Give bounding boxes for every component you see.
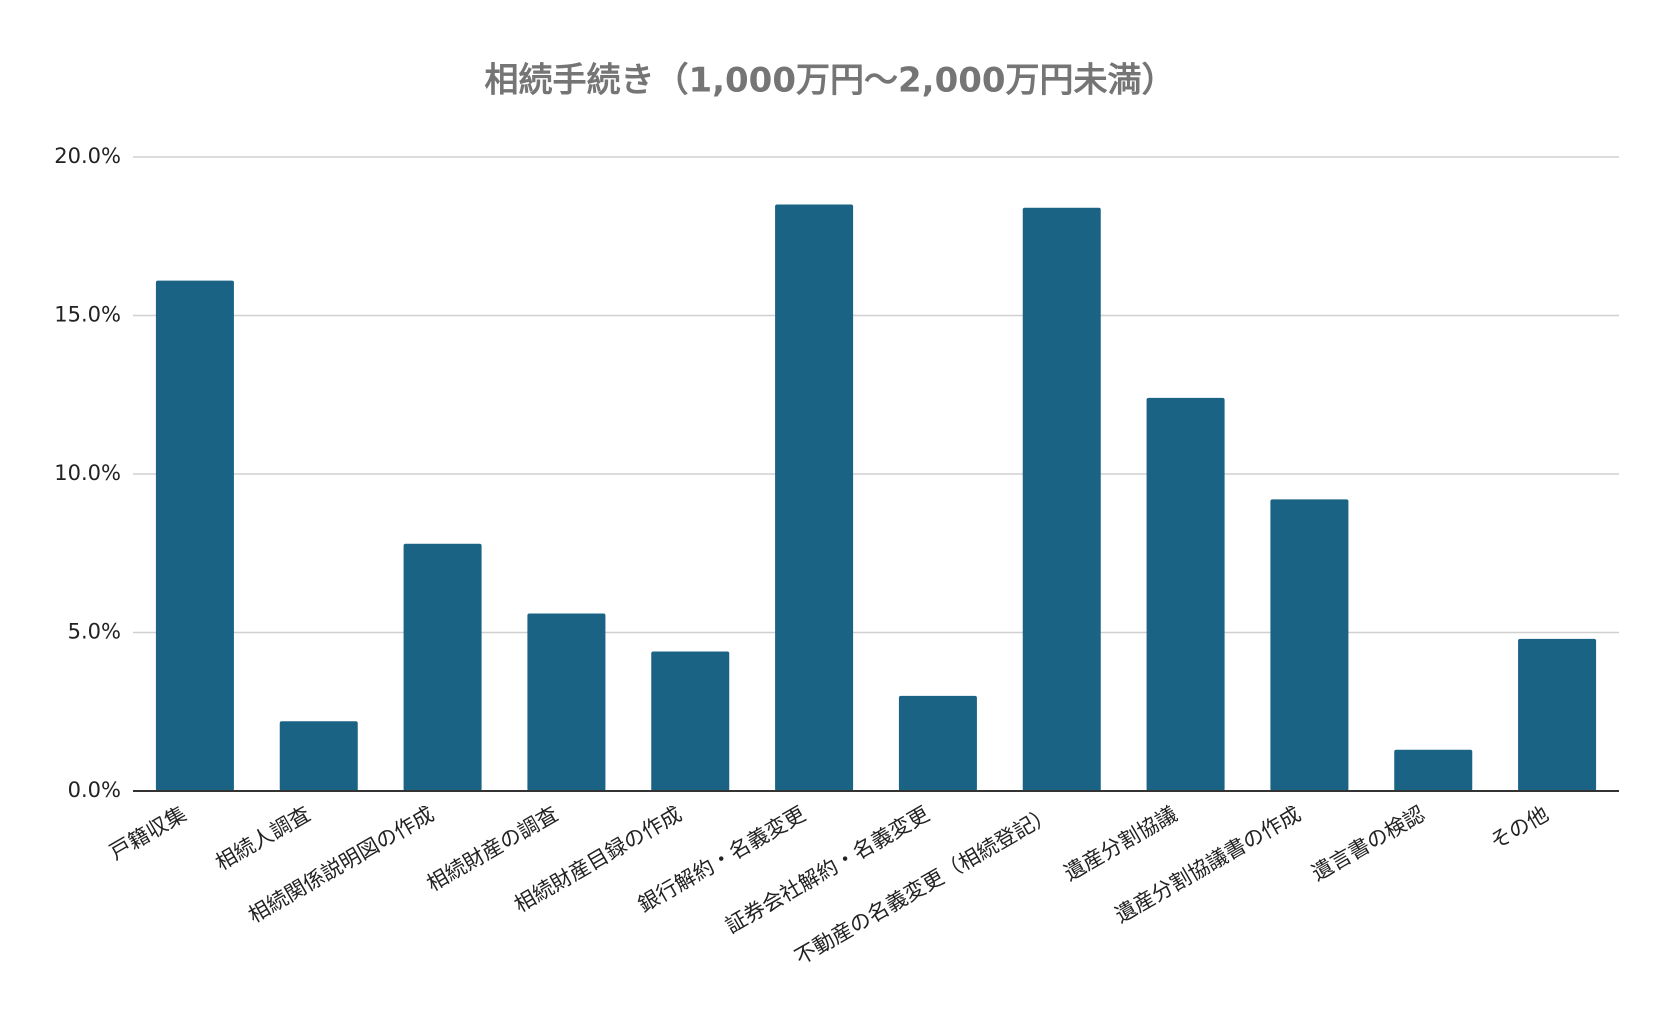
- bar: [1022, 207, 1101, 792]
- y-tick-label: 5.0%: [68, 620, 121, 644]
- y-tick-label: 10.0%: [54, 461, 121, 485]
- bar: [403, 543, 482, 791]
- bar: [775, 204, 854, 792]
- x-tick-label: 遺産分割協議: [1060, 802, 1181, 886]
- bar: [527, 613, 606, 791]
- x-tick-label: 証券会社解約・名義変更: [721, 802, 933, 938]
- x-tick-label: その他: [1486, 802, 1553, 854]
- bar: [279, 721, 358, 791]
- x-tick-label: 遺言書の検認: [1308, 802, 1429, 886]
- bar: [1518, 638, 1597, 791]
- bar: [1394, 749, 1473, 791]
- bar: [155, 280, 234, 791]
- chart-title: 相続手続き（1,000万円～2,000万円未満）: [484, 61, 1175, 101]
- bar: [1146, 397, 1225, 791]
- bar: [651, 651, 730, 791]
- bar: [898, 695, 977, 791]
- y-tick-label: 20.0%: [54, 144, 121, 168]
- x-tick-label: 相続人調査: [211, 802, 314, 875]
- x-tick-label: 戸籍収集: [106, 802, 191, 865]
- y-tick-label: 15.0%: [54, 303, 121, 327]
- y-tick-label: 0.0%: [68, 778, 121, 802]
- bar: [1270, 499, 1349, 791]
